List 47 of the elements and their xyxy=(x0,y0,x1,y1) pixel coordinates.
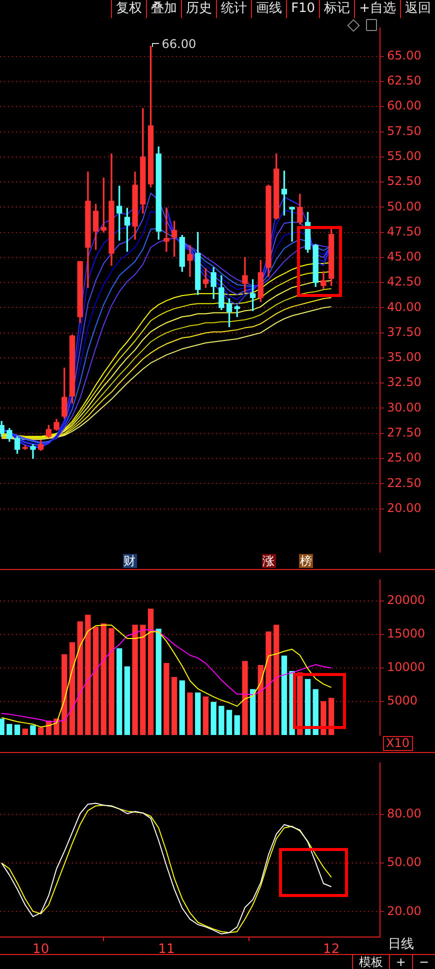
y-tick-label: 65.00 xyxy=(387,48,422,62)
y-tick-label: 10000 xyxy=(387,660,426,674)
y-tick-label: 20.00 xyxy=(387,500,422,515)
text: 榜 xyxy=(299,554,314,568)
y-tick-label: 42.50 xyxy=(387,274,422,289)
y-tick-label: 20.00 xyxy=(387,904,422,918)
text: 返回 xyxy=(400,0,435,18)
y-tick-label: 62.50 xyxy=(387,74,422,88)
x-tick-label: 10 xyxy=(32,942,50,958)
text: 涨 xyxy=(262,554,276,568)
y-tick-label: 25.00 xyxy=(387,450,422,465)
text: 画线 xyxy=(251,0,286,18)
y-tick-label: 45.00 xyxy=(387,250,422,264)
y-tick-label: 80.00 xyxy=(387,806,422,821)
y-tick-label: 55.00 xyxy=(387,149,422,164)
text: + xyxy=(388,955,412,969)
annotation: 66.00 xyxy=(162,37,196,52)
text: X10 xyxy=(383,736,412,751)
y-tick-label: 15000 xyxy=(387,626,426,641)
y-tick-label: 57.50 xyxy=(387,124,422,138)
y-tick-label: 27.50 xyxy=(387,425,422,440)
text: 财 xyxy=(122,554,137,568)
y-tick-label: 37.50 xyxy=(387,324,422,339)
y-tick-label: 50.00 xyxy=(387,199,422,214)
y-tick-label: 50.00 xyxy=(387,855,422,870)
y-tick-label: 40.00 xyxy=(387,300,422,314)
text: 统计 xyxy=(216,0,252,18)
text: 模板 xyxy=(352,955,389,969)
text: − xyxy=(412,955,435,969)
y-tick-label: 52.50 xyxy=(387,174,422,188)
text: 叠加 xyxy=(146,0,182,18)
y-tick-label: 5000 xyxy=(387,694,418,708)
y-tick-label: 47.50 xyxy=(387,224,422,238)
text: 标记 xyxy=(319,0,354,18)
x-tick-label: 12 xyxy=(323,942,340,958)
y-tick-label: 60.00 xyxy=(387,98,422,113)
text: 日线 xyxy=(388,937,414,953)
y-tick-label: 32.50 xyxy=(387,375,422,390)
text: F10 xyxy=(286,0,320,18)
x-tick-label: 11 xyxy=(158,942,175,958)
text: 历史 xyxy=(181,0,216,18)
y-tick-label: 35.00 xyxy=(387,350,422,364)
y-tick-label: 30.00 xyxy=(387,400,422,414)
text: 复权 xyxy=(111,0,146,18)
y-tick-label: 22.50 xyxy=(387,476,422,490)
y-tick-label: 20000 xyxy=(387,593,426,608)
text: +自选 xyxy=(354,0,400,18)
